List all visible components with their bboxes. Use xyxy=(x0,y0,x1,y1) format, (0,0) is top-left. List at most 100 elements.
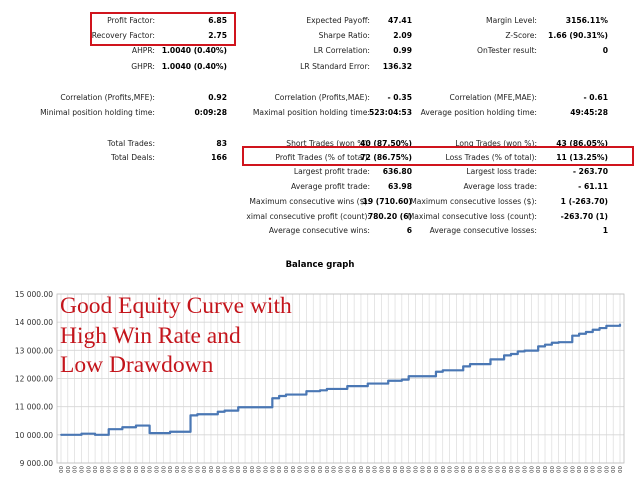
x-tick-label: 00 xyxy=(154,466,160,473)
balance-point xyxy=(578,332,580,335)
balance-point xyxy=(196,413,199,416)
loss-trades-label: Loss Trades (% of total): xyxy=(445,153,537,162)
x-tick-label: 00 xyxy=(277,466,283,473)
balance-point xyxy=(503,354,506,357)
x-tick-label: 00 xyxy=(393,466,399,473)
balance-point xyxy=(516,350,519,353)
x-tick-label: 00 xyxy=(434,466,440,473)
x-tick-label: 00 xyxy=(202,466,208,473)
max-consecutive-profit-value: 780.20 (6) xyxy=(367,212,412,221)
balance-point xyxy=(271,397,274,400)
avg-consecutive-losses-label: Average consecutive losses: xyxy=(429,226,537,235)
x-tick-label: 00 xyxy=(223,466,229,473)
recovery-factor-value: 2.75 xyxy=(208,31,227,40)
y-tick-label: 14 000.00 xyxy=(15,318,53,327)
balance-point xyxy=(237,406,240,409)
x-tick-label: 00 xyxy=(339,466,345,473)
x-tick-label: 00 xyxy=(298,466,304,473)
x-tick-label: 00 xyxy=(264,466,270,473)
x-tick-label: 00 xyxy=(345,466,351,473)
x-tick-label: 00 xyxy=(379,466,385,473)
x-tick-label: 00 xyxy=(79,466,85,473)
balance-point xyxy=(489,358,492,361)
plot-frame xyxy=(56,293,625,464)
y-tick-label: 10 000.00 xyxy=(15,431,53,440)
x-tick-label: 00 xyxy=(107,466,113,473)
x-tick-label: 00 xyxy=(563,466,569,473)
balance-point xyxy=(407,375,410,378)
x-tick-label: 00 xyxy=(413,466,419,473)
x-tick-label: 00 xyxy=(134,466,140,473)
balance-point xyxy=(585,331,587,333)
x-tick-label: 00 xyxy=(386,466,392,473)
margin-level-value: 3156.11% xyxy=(565,16,608,25)
max-consecutive-profit-label: ximal consecutive profit (count): xyxy=(246,212,370,221)
x-tick-label: 00 xyxy=(577,466,583,473)
x-tick-label: 00 xyxy=(604,466,610,473)
x-tick-label: 00 xyxy=(161,466,167,473)
average-profit-trade-value: 63.98 xyxy=(387,182,412,191)
x-tick-label: 00 xyxy=(448,466,454,473)
x-tick-label: 00 xyxy=(318,466,324,473)
x-tick-label: 00 xyxy=(127,466,133,473)
balance-point xyxy=(346,385,349,388)
x-tick-label: 00 xyxy=(516,466,522,473)
x-tick-label: 00 xyxy=(195,466,201,473)
max-consecutive-wins-value: 19 (710.60) xyxy=(362,197,412,206)
balance-point xyxy=(305,390,308,393)
balance-point xyxy=(60,433,62,436)
max-consecutive-losses-label: Maximum consecutive losses ($): xyxy=(410,197,537,206)
x-tick-label: 00 xyxy=(250,466,256,473)
x-tick-label: 00 xyxy=(495,466,501,473)
balance-point xyxy=(598,327,601,329)
profit-factor-label: Profit Factor: xyxy=(107,16,155,25)
y-tick-label: 9 000.00 xyxy=(20,459,54,468)
largest-loss-trade-label: Largest loss trade: xyxy=(466,167,537,176)
ghpr-label: GHPR: xyxy=(131,62,155,71)
long-trades-value: 43 (86.05%) xyxy=(556,139,608,148)
largest-loss-trade-value: - 263.70 xyxy=(572,167,608,176)
z-score-value: 1.66 (90.31%) xyxy=(548,31,608,40)
x-tick-label: 00 xyxy=(468,466,474,473)
x-tick-label: 00 xyxy=(270,466,276,473)
x-tick-label: 00 xyxy=(488,466,494,473)
sharpe-ratio-label: Sharpe Ratio: xyxy=(318,31,370,40)
ahpr-label: AHPR: xyxy=(131,46,155,55)
x-tick-label: 00 xyxy=(611,466,617,473)
x-tick-label: 00 xyxy=(189,466,195,473)
balance-point xyxy=(189,414,192,417)
y-tick-label: 11 000.00 xyxy=(15,403,53,412)
lr-standard-error-value: 136.32 xyxy=(382,62,412,71)
avg-position-holding-time-label: Average position holding time: xyxy=(420,108,537,117)
x-tick-label: 00 xyxy=(502,466,508,473)
y-tick-label: 15 000.00 xyxy=(15,290,53,299)
max-consecutive-loss-value: -263.70 (1) xyxy=(560,212,608,221)
sharpe-ratio-value: 2.09 xyxy=(393,31,412,40)
x-tick-label: 00 xyxy=(509,466,515,473)
x-tick-label: 00 xyxy=(175,466,181,473)
balance-point xyxy=(523,349,526,352)
x-tick-label: 00 xyxy=(332,466,338,473)
x-tick-label: 00 xyxy=(66,466,72,473)
x-tick-label: 00 xyxy=(461,466,467,473)
long-trades-label: Long Trades (won %): xyxy=(455,139,537,148)
x-tick-label: 00 xyxy=(536,466,542,473)
x-tick-label: 00 xyxy=(229,466,235,473)
balance-point xyxy=(285,393,287,396)
x-tick-label: 00 xyxy=(114,466,120,473)
balance-point xyxy=(169,430,171,433)
balance-point xyxy=(550,341,553,344)
balance-point xyxy=(510,353,512,355)
highlight-box-trades xyxy=(242,146,634,166)
x-tick-label: 00 xyxy=(407,466,413,473)
chart-title: Balance graph xyxy=(285,260,355,270)
annotation-overlay: Good Equity Curve with High Win Rate and… xyxy=(60,292,292,381)
ontester-result-label: OnTester result: xyxy=(477,46,537,55)
x-tick-label: 00 xyxy=(454,466,460,473)
balance-point xyxy=(94,433,96,436)
overlay-line: Low Drawdown xyxy=(60,352,214,378)
ghpr-value: 1.0040 (0.40%) xyxy=(161,62,227,71)
balance-point xyxy=(619,323,621,326)
avg-position-holding-time-value: 49:45:28 xyxy=(570,108,608,117)
x-tick-label: 00 xyxy=(243,466,249,473)
